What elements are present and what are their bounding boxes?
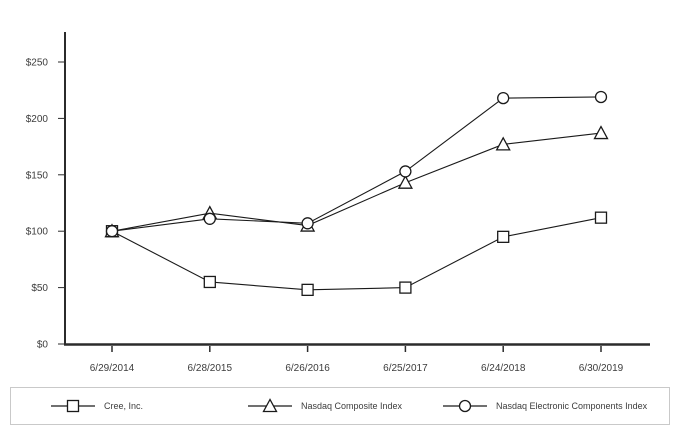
legend-item-nasdaq-electronic: Nasdaq Electronic Components Index [443, 388, 647, 424]
series-line-square [111, 217, 602, 291]
legend-label-cree: Cree, Inc. [104, 401, 144, 411]
circle-marker [497, 91, 510, 105]
circle-marker [301, 217, 314, 230]
square-marker [203, 275, 216, 289]
y-axis-tick-label: $150 [26, 170, 49, 181]
x-axis-tick-label: 6/26/2016 [285, 363, 330, 374]
triangle-marker [495, 136, 511, 151]
triangle-marker-icon [248, 398, 292, 413]
performance-chart: $0 $50 $100 $150 $200 $250 6/29/2014 6/28/2015 6… [26, 32, 650, 374]
square-marker [594, 211, 608, 224]
triangle-marker [593, 125, 609, 140]
x-axis-tick-label: 6/25/2017 [383, 363, 428, 374]
x-axis-tick-label: 6/29/2014 [90, 363, 135, 374]
y-axis-tick-label: $200 [26, 114, 49, 125]
square-marker-icon [51, 399, 95, 413]
x-axis-tick-label: 6/30/2019 [579, 363, 624, 374]
series-line-triangle [111, 132, 602, 232]
triangle-marker [397, 174, 413, 189]
legend-item-cree: Cree, Inc. [51, 388, 143, 424]
y-axis-tick-label: $0 [37, 340, 49, 351]
circle-marker [105, 225, 119, 238]
circle-marker [203, 212, 216, 225]
square-marker [497, 230, 510, 243]
circle-marker [594, 90, 608, 104]
legend: Cree, Inc. Nasdaq Composite Index Nasdaq… [10, 387, 670, 425]
legend-item-nasdaq-composite: Nasdaq Composite Index [248, 388, 402, 424]
square-marker [301, 283, 314, 297]
legend-label-nasdaq-composite: Nasdaq Composite Index [301, 401, 403, 411]
circle-marker-icon [443, 399, 487, 413]
y-axis-tick-label: $50 [31, 283, 48, 294]
y-axis-tick-label: $250 [26, 58, 49, 69]
y-axis-tick-label: $100 [26, 227, 49, 238]
legend-label-nasdaq-electronic: Nasdaq Electronic Components Index [496, 401, 648, 411]
x-axis-tick-label: 6/24/2018 [481, 363, 526, 374]
series-line-circle [111, 96, 602, 232]
square-marker [399, 281, 412, 294]
circle-marker [399, 165, 412, 178]
x-axis-tick-label: 6/28/2015 [188, 363, 233, 374]
